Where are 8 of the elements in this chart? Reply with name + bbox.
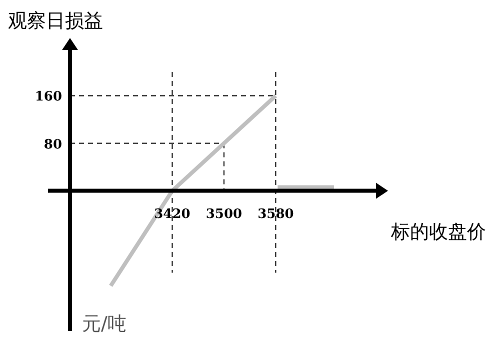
x-axis-title: 标的收盘价 <box>390 221 486 243</box>
annotation: 元/吨 <box>82 313 126 335</box>
x-tick-label: 3500 <box>206 206 242 222</box>
x-tick-label: 3420 <box>154 206 190 222</box>
y-tick-label: 80 <box>44 137 62 152</box>
x-tick-label: 3580 <box>258 206 294 222</box>
y-axis-title: 观察日损益 <box>8 10 103 32</box>
y-tick-label: 160 <box>34 90 62 105</box>
